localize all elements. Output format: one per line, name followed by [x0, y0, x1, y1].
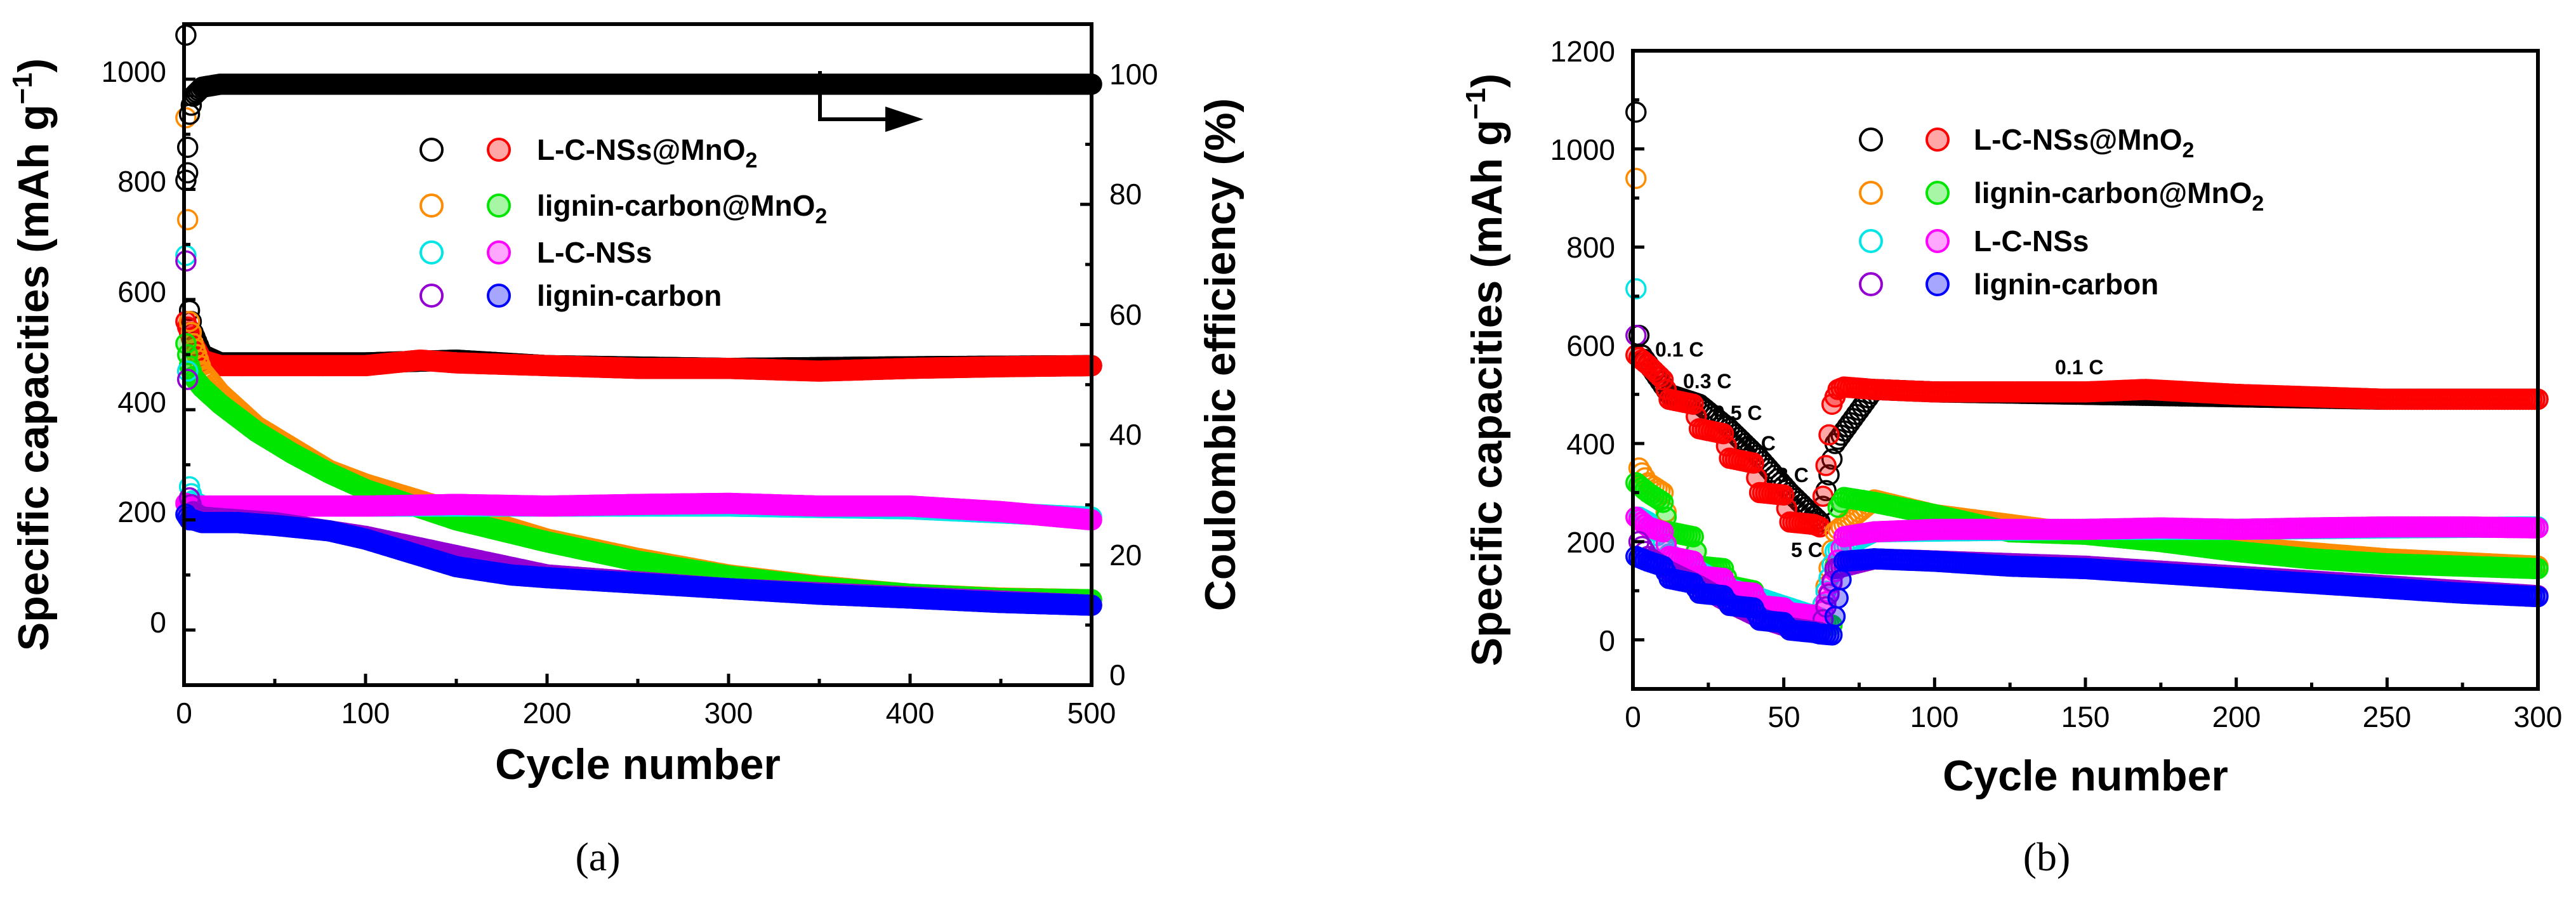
chart-a-point	[176, 162, 199, 184]
chart-a-xtick-200: 200	[523, 697, 572, 730]
chart-b-point	[1818, 424, 1840, 446]
chart-a-legend-label-4: lignin-carbon	[537, 279, 722, 312]
chart-b-series-l-c-nss-mno2-discharge	[1625, 101, 2549, 533]
chart-a-y2label: Coulombic efficiency (%)	[1196, 98, 1245, 612]
chart-a-ytick-200: 200	[117, 495, 166, 528]
chart-a-legend: L-C-NSs@MnO2 lignin-carbon@MnO2 L-C-NSs …	[419, 133, 827, 312]
chart-a-y2tick-20: 20	[1109, 539, 1142, 572]
chart-a-xtick-400: 400	[886, 697, 935, 730]
chart-a: 0 100 200 300 400 500 0 200 400 600 800 …	[7, 22, 1245, 879]
chart-a-y2tick-0: 0	[1109, 658, 1126, 691]
chart-a-y2tick-40: 40	[1109, 418, 1142, 451]
chart-a-ylabel: Specific capacities (mAh g−1)	[7, 58, 58, 651]
chart-a-legend-label-1: L-C-NSs@MnO2	[537, 133, 757, 173]
chart-a-legend-label-3: L-C-NSs	[537, 236, 652, 269]
chart-a-y2tick-60: 60	[1109, 298, 1142, 331]
chart-a-legend-label-2: lignin-carbon@MnO2	[537, 189, 827, 228]
chart-a-legend-marker-black	[419, 138, 444, 162]
chart-a-point	[176, 136, 199, 158]
chart-b: 0 50 100 150 200 250 300 0 200 400 600 8…	[1460, 35, 2562, 879]
chart-a-legend-marker-purple	[419, 284, 444, 308]
chart-a-legend-marker-blue	[487, 284, 511, 308]
chart-a-ylabel-close: )	[10, 58, 58, 73]
chart-b-point	[1625, 101, 1647, 123]
chart-b-point	[1815, 455, 1837, 476]
chart-a-marks	[175, 24, 1102, 616]
chart-a-series-coulombic-efficiency	[175, 73, 1102, 192]
chart-a-ylabel-text: Specific capacities (mAh g	[10, 105, 58, 651]
chart-a-ytick-600: 600	[117, 275, 166, 308]
chart-a-series-l-c-nss-mno2-charge	[175, 311, 1102, 382]
chart-a-ytick-1000: 1000	[102, 55, 166, 88]
chart-a-legend-marker-cyan	[419, 240, 444, 265]
chart-a-xtick-500: 500	[1067, 697, 1116, 730]
chart-a-ytick-400: 400	[117, 386, 166, 419]
chart-a-y2tick-80: 80	[1109, 178, 1142, 211]
chart-a-y2tick-100: 100	[1109, 58, 1158, 91]
chart-a-legend-label-2-sub: 2	[815, 204, 827, 228]
chart-a-xtick-300: 300	[704, 697, 753, 730]
chart-a-legend-marker-magenta	[487, 240, 511, 265]
chart-a-point	[176, 209, 199, 231]
chart-a-legend-label-1-sub: 2	[746, 148, 758, 173]
chart-a-right-axis-arrowhead	[885, 107, 923, 132]
chart-a-ytick-0: 0	[150, 606, 166, 639]
chart-a-caption: (a)	[575, 834, 620, 879]
chart-a-ylabel-sup: −1	[7, 72, 38, 104]
chart-a-legend-marker-green	[487, 193, 511, 218]
chart-a-xtick-100: 100	[341, 697, 390, 730]
chart-a-legend-label-1-text: L-C-NSs@MnO	[537, 133, 746, 166]
chart-a-xtick-0: 0	[176, 697, 192, 730]
chart-a-legend-label-2-text: lignin-carbon@MnO	[537, 189, 815, 222]
chart-a-legend-marker-orange	[419, 193, 444, 218]
chart-a-ytick-800: 800	[117, 165, 166, 198]
chart-a-xlabel: Cycle number	[495, 740, 781, 789]
chart-a-legend-marker-red	[487, 138, 511, 162]
